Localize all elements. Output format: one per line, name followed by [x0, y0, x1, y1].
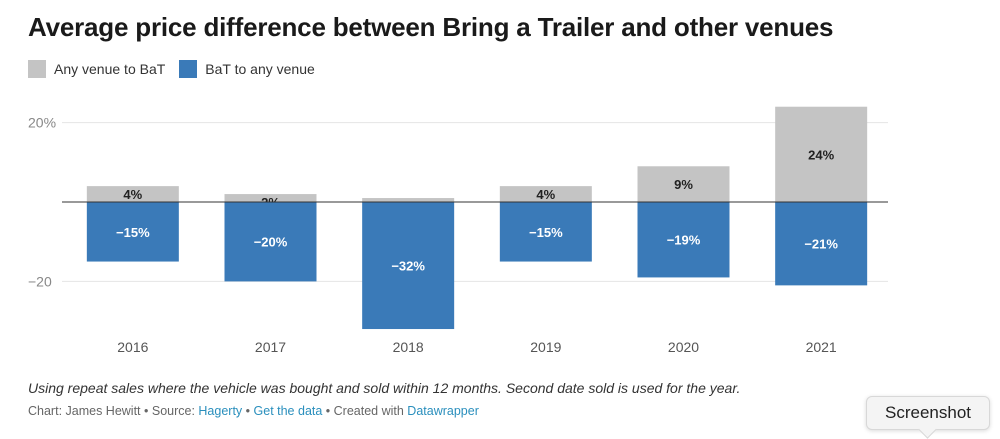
get-data-link[interactable]: Get the data: [253, 404, 323, 418]
credit-prefix: Chart: James Hewitt • Source:: [28, 404, 199, 418]
y-tick-label-1: −20: [28, 273, 52, 289]
x-tick-label-2016: 2016: [117, 339, 148, 355]
chart-title: Average price difference between Bring a…: [28, 12, 834, 42]
y-tick-label-0: 20%: [28, 115, 56, 131]
legend-label-any-venue-to-bat: Any venue to BaT: [54, 61, 166, 77]
x-tick-label-2021: 2021: [806, 339, 837, 355]
bar-any-venue-to-bat-2016: [86, 186, 179, 202]
x-tick-label-2018: 2018: [393, 339, 424, 355]
source-link[interactable]: Hagerty: [198, 404, 243, 418]
legend-item-any-venue-to-bat: Any venue to BaT: [28, 60, 165, 78]
bar-bat-to-any-venue-2016: [86, 202, 179, 262]
bar-any-venue-to-bat-2017: [224, 194, 317, 202]
bar-bat-to-any-venue-2019: [499, 202, 592, 262]
data-label-bat-to-any-venue-2020: −19%: [667, 233, 701, 248]
bar-bat-to-any-venue-2017: [224, 202, 317, 282]
legend-swatch-any-venue-to-bat: [28, 60, 46, 78]
credit-created-with: • Created with: [322, 404, 408, 418]
bar-any-venue-to-bat-2021: [775, 106, 868, 202]
chart-notes: Using repeat sales where the vehicle was…: [28, 380, 741, 396]
chart-credit: Chart: James Hewitt • Source: Hagerty • …: [28, 404, 479, 418]
x-tick-label-2019: 2019: [530, 339, 561, 355]
bar-bat-to-any-venue-2020: [637, 202, 730, 278]
legend-item-bat-to-any-venue: BaT to any venue: [179, 60, 315, 78]
data-label-bat-to-any-venue-2019: −15%: [529, 225, 563, 240]
data-label-any-venue-to-bat-2016: 4%: [123, 187, 142, 202]
data-label-bat-to-any-venue-2018: −32%: [391, 259, 425, 274]
data-label-any-venue-to-bat-2021: 24%: [808, 147, 834, 162]
bar-bat-to-any-venue-2018: [362, 202, 455, 330]
chart-legend: Any venue to BaT BaT to any venue: [28, 60, 329, 78]
bar-any-venue-to-bat-2018: [362, 198, 455, 202]
x-tick-label-2017: 2017: [255, 339, 286, 355]
datawrapper-link[interactable]: Datawrapper: [407, 404, 479, 418]
credit-separator: •: [242, 404, 254, 418]
bar-bat-to-any-venue-2021: [775, 202, 868, 286]
screenshot-button[interactable]: Screenshot: [866, 396, 990, 430]
legend-swatch-bat-to-any-venue: [179, 60, 198, 78]
bar-any-venue-to-bat-2020: [637, 166, 730, 202]
data-label-bat-to-any-venue-2017: −20%: [254, 235, 288, 250]
legend-label-bat-to-any-venue: BaT to any venue: [205, 61, 315, 77]
data-label-bat-to-any-venue-2021: −21%: [804, 237, 838, 252]
data-label-bat-to-any-venue-2016: −15%: [116, 225, 150, 240]
data-label-any-venue-to-bat-2020: 9%: [674, 177, 693, 192]
x-tick-label-2020: 2020: [668, 339, 699, 355]
data-label-any-venue-to-bat-2019: 4%: [536, 187, 555, 202]
bar-any-venue-to-bat-2019: [499, 186, 592, 202]
